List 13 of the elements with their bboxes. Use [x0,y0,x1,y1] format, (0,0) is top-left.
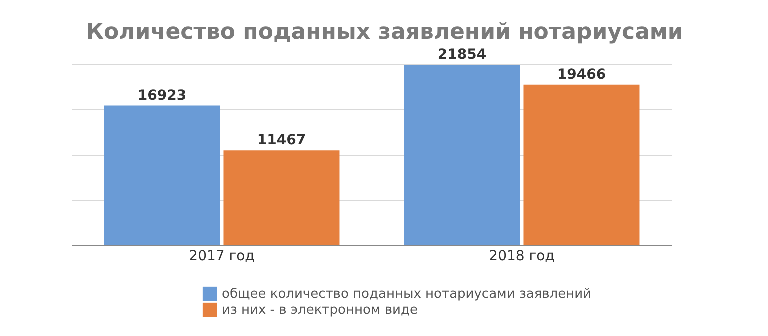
data-label: 11467 [257,132,306,149]
bar [104,106,220,245]
bar [224,150,340,245]
x-tick-label: 2017 год [189,248,255,264]
x-tick-label: 2018 год [489,248,555,264]
bar [404,65,520,245]
data-label: 16923 [138,88,187,104]
legend-label: общее количество поданных нотариусами заявлений [222,287,592,302]
data-label: 19466 [557,66,606,83]
bar [524,84,640,245]
chart-title: Количество поданных заявлений нотариусами [86,20,684,46]
data-label: 21854 [438,47,487,64]
legend-label: из них - в электронном виде [222,303,418,318]
